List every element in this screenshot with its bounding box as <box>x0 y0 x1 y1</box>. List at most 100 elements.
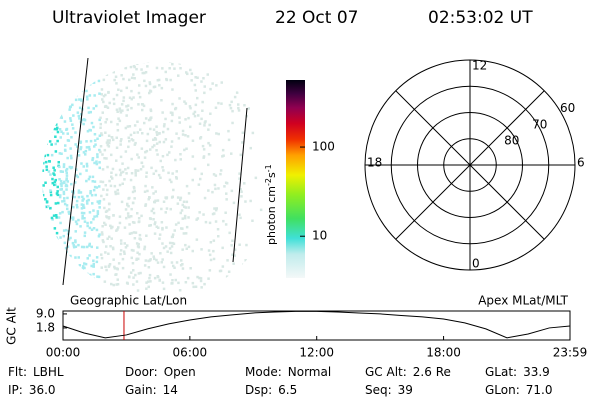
uv-pixel <box>78 117 81 120</box>
uv-pixel <box>60 94 64 97</box>
uv-pixel <box>65 167 69 171</box>
uv-pixel <box>259 208 263 212</box>
uv-pixel <box>175 132 178 135</box>
uv-pixel <box>162 125 166 128</box>
uv-pixel <box>63 120 67 123</box>
uv-pixel <box>51 110 54 113</box>
uv-pixel <box>209 241 213 244</box>
uv-pixel <box>99 145 103 148</box>
uv-pixel <box>80 203 84 206</box>
uv-pixel <box>129 178 133 182</box>
uv-pixel <box>42 188 43 191</box>
x-tick-label: 06:00 <box>173 346 208 360</box>
uv-pixel <box>182 232 186 235</box>
uv-pixel <box>30 272 33 275</box>
uv-pixel <box>56 139 59 143</box>
uv-pixel <box>130 157 133 161</box>
uv-pixel <box>53 270 57 274</box>
uv-pixel <box>93 161 96 165</box>
uv-pixel <box>83 262 86 265</box>
status-bar: Flt: LBHL Door: Open Mode: Normal GC Alt: 2.6 R… <box>8 365 552 397</box>
uv-pixel <box>116 62 119 63</box>
uv-pixel <box>58 128 62 131</box>
uv-pixel <box>71 123 74 126</box>
uv-pixel <box>170 140 174 143</box>
uv-pixel <box>77 191 81 194</box>
uv-pixel <box>34 215 37 218</box>
uv-pixel <box>170 245 174 248</box>
uv-pixel <box>161 166 164 169</box>
uv-pixel <box>149 127 152 131</box>
uv-pixel <box>148 224 151 227</box>
uv-pixel <box>191 249 194 253</box>
uv-pixel <box>31 260 33 263</box>
uv-pixel <box>124 150 128 153</box>
uv-pixel <box>88 148 91 151</box>
uv-pixel <box>57 78 60 82</box>
uv-pixel <box>36 90 39 93</box>
uv-pixel <box>203 196 207 200</box>
uv-pixel <box>54 89 57 92</box>
altitude-strip: Geographic Lat/Lon Apex MLat/MLT GC Alt 9.0… <box>5 294 588 360</box>
uv-pixel <box>96 246 99 249</box>
uv-pixel <box>121 170 125 174</box>
uv-pixel <box>55 85 58 88</box>
uv-pixel <box>192 285 195 289</box>
uv-pixel <box>84 153 87 156</box>
uv-pixel <box>34 285 37 288</box>
status-field: Flt: LBHL <box>8 365 64 379</box>
uv-pixel <box>99 150 102 154</box>
uv-pixel <box>143 264 147 267</box>
uv-pixel <box>64 184 68 188</box>
uv-pixel <box>88 83 92 86</box>
status-field: Dsp: 6.5 <box>245 383 297 397</box>
y-axis-label: GC Alt <box>5 307 19 345</box>
uv-pixel <box>42 215 43 219</box>
uv-pixel <box>233 254 236 257</box>
uv-pixel <box>55 248 58 252</box>
uv-pixel <box>110 136 114 139</box>
uv-pixel <box>74 181 77 184</box>
uv-pixel <box>55 192 59 195</box>
uv-pixel <box>89 221 93 224</box>
uv-pixel <box>110 282 113 286</box>
uv-pixel <box>39 190 42 193</box>
uv-pixel <box>149 280 152 283</box>
status-value: Open <box>164 365 196 379</box>
uv-pixel <box>54 178 57 182</box>
uv-pixel <box>72 114 75 117</box>
x-tick-label: 23:59 <box>553 346 588 360</box>
uv-pixel <box>196 96 199 100</box>
uv-pixel <box>199 136 203 139</box>
uv-pixel <box>35 112 38 115</box>
uv-pixel <box>45 81 49 84</box>
status-field: GLat: 33.9 <box>485 365 550 379</box>
uv-pixel <box>72 244 75 247</box>
uv-pixel <box>91 157 95 160</box>
uv-pixel <box>111 177 114 180</box>
uv-pixel <box>202 156 205 159</box>
uv-pixel <box>171 241 174 245</box>
uv-pixel <box>231 253 234 256</box>
uv-pixel <box>48 240 52 243</box>
uv-pixel <box>97 235 101 238</box>
uv-pixel <box>63 181 66 185</box>
uv-pixel <box>191 178 194 182</box>
uv-pixel <box>187 192 191 195</box>
uv-pixel <box>222 63 225 67</box>
uv-pixel <box>104 223 107 226</box>
polar-ring-label: 70 <box>532 117 547 131</box>
uv-pixel <box>177 74 180 77</box>
uv-pixel <box>37 106 40 109</box>
uv-pixel <box>69 66 73 70</box>
uv-pixel <box>119 62 122 66</box>
status-field: GC Alt: 2.6 Re <box>365 365 451 379</box>
uv-pixel <box>35 192 38 195</box>
uv-pixel <box>238 177 241 180</box>
uv-pixel <box>108 139 111 142</box>
uv-pixel <box>140 68 143 71</box>
uv-pixel <box>163 123 166 126</box>
uv-pixel <box>34 247 37 250</box>
uv-pixel <box>36 288 39 291</box>
